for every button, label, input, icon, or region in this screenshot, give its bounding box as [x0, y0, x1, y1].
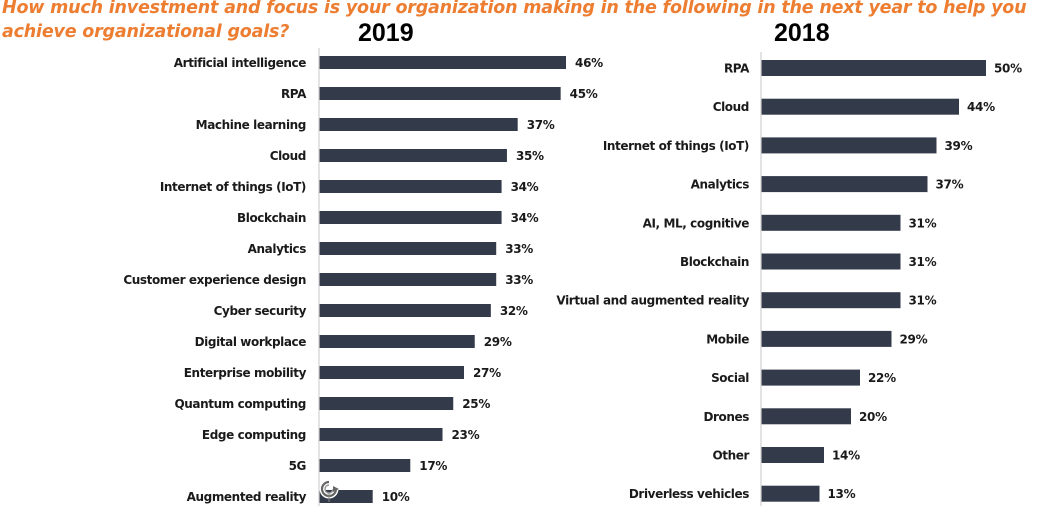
category-label-2018: Driverless vehicles	[629, 487, 749, 501]
category-label-2019: Enterprise mobility	[184, 366, 307, 380]
bar-2019-9	[319, 304, 491, 317]
bar-2018-8	[761, 330, 892, 347]
bar-2018-9	[761, 369, 860, 386]
data-label-2018: 37%	[936, 178, 964, 192]
bar-2018-7	[761, 292, 901, 309]
bar-2019-14	[319, 459, 411, 472]
bar-2019-2	[319, 87, 561, 100]
bar-2019-3	[319, 118, 518, 131]
chart-2018: RPA 50% Cloud 44% Internet of things (IoT) 39…	[556, 52, 1022, 506]
survey-question-title: How much investment and focus is your or…	[2, 0, 1027, 42]
data-label-2018: 13%	[828, 487, 856, 501]
data-label-2018: 50%	[994, 62, 1022, 76]
data-label-2018: 22%	[868, 371, 896, 385]
bar-2019-1	[319, 56, 567, 69]
category-label-2019: Cyber security	[214, 304, 307, 318]
category-label-2019: Digital workplace	[195, 335, 307, 349]
data-label-2018: 31%	[909, 255, 937, 269]
category-label-2018: Blockchain	[680, 255, 749, 269]
data-label-2019: 29%	[484, 335, 512, 349]
bar-2018-2	[761, 98, 959, 115]
bar-2019-7	[319, 242, 497, 255]
category-label-2019: Blockchain	[237, 211, 306, 225]
category-label-2019: Machine learning	[196, 118, 306, 132]
category-label-2018: Cloud	[713, 100, 749, 114]
data-label-2019: 37%	[527, 118, 555, 132]
data-label-2019: 33%	[505, 273, 533, 287]
bar-2019-5	[319, 180, 502, 193]
category-label-2018: Drones	[703, 410, 749, 424]
bar-2019-8	[319, 273, 497, 286]
category-label-2019: Customer experience design	[123, 273, 306, 287]
data-label-2019: 34%	[511, 180, 539, 194]
data-label-2018: 29%	[900, 332, 928, 346]
category-label-2018: Social	[711, 371, 749, 385]
category-label-2018: Mobile	[706, 332, 749, 346]
category-label-2019: RPA	[281, 87, 307, 101]
category-label-2019: Augmented reality	[187, 490, 307, 504]
bar-2018-6	[761, 253, 901, 270]
bar-2019-4	[319, 149, 507, 162]
bar-2018-1	[761, 60, 986, 76]
bar-2018-5	[761, 214, 901, 231]
category-label-2019: 5G	[289, 459, 306, 473]
data-label-2018: 39%	[945, 139, 973, 153]
bar-2019-11	[319, 366, 464, 379]
data-label-2019: 45%	[570, 87, 598, 101]
category-label-2019: Internet of things (IoT)	[160, 180, 306, 194]
data-label-2019: 46%	[575, 56, 603, 70]
chart-title-2018: 2018	[774, 19, 830, 47]
category-label-2019: Artificial intelligence	[174, 56, 306, 70]
data-label-2018: 31%	[909, 216, 937, 230]
bar-2019-12	[319, 397, 454, 410]
data-label-2019: 23%	[452, 428, 480, 442]
bar-2019-6	[319, 211, 502, 224]
data-label-2019: 34%	[511, 211, 539, 225]
chart-title-2019: 2019	[358, 19, 414, 47]
bar-2019-10	[319, 335, 475, 348]
category-label-2019: Cloud	[270, 149, 306, 163]
bar-2018-11	[761, 447, 824, 463]
category-label-2018: Internet of things (IoT)	[603, 139, 749, 153]
category-label-2019: Analytics	[248, 242, 307, 256]
data-label-2019: 27%	[473, 366, 501, 380]
data-label-2018: 31%	[909, 294, 937, 308]
data-label-2019: 33%	[505, 242, 533, 256]
data-label-2019: 32%	[500, 304, 528, 318]
category-label-2019: Quantum computing	[174, 397, 306, 411]
bar-2019-13	[319, 428, 443, 441]
chart-2019: Artificial intelligence 46% RPA 45% Machine …	[123, 48, 603, 506]
bar-2018-10	[761, 408, 851, 425]
category-label-2018: Virtual and augmented reality	[556, 294, 749, 308]
data-label-2019: 10%	[382, 490, 410, 504]
data-label-2019: 25%	[462, 397, 490, 411]
data-label-2018: 14%	[832, 449, 860, 463]
bar-2018-12	[761, 485, 820, 502]
rotate-cursor-icon	[319, 479, 339, 502]
category-label-2018: AI, ML, cognitive	[643, 216, 750, 230]
category-label-2018: Analytics	[691, 178, 750, 192]
bar-2018-4	[761, 176, 928, 193]
category-label-2018: RPA	[724, 62, 750, 76]
data-label-2019: 35%	[516, 149, 544, 163]
data-label-2018: 44%	[967, 100, 995, 114]
category-label-2019: Edge computing	[202, 428, 306, 442]
bar-2018-3	[761, 137, 937, 154]
data-label-2019: 17%	[419, 459, 447, 473]
category-label-2018: Other	[712, 449, 749, 463]
data-label-2018: 20%	[859, 410, 887, 424]
